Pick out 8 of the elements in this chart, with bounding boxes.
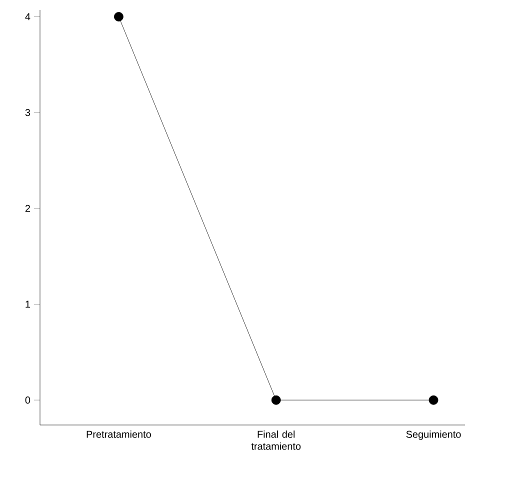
y-tick-label: 4 [25,13,30,20]
y-tick-label: 0 [25,396,30,404]
y-tick-label: 1 [26,300,30,308]
y-tick-label: 2 [25,204,30,212]
x-tick-label: Seguimiento [406,430,461,440]
x-tick-label: Pretratamiento [86,430,151,438]
y-tick-label: 3 [25,109,30,116]
x-tick-label: Final del tratamiento [251,430,301,450]
